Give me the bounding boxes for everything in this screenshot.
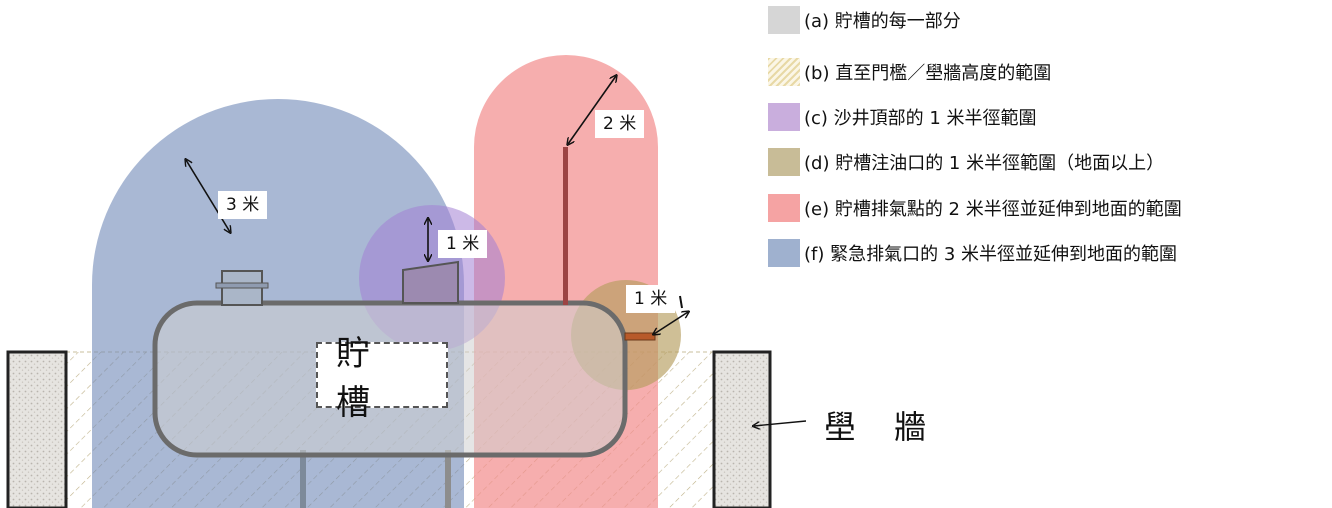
dim-arrow-2m (568, 76, 616, 144)
legend-item-f: (f) 緊急排氣口的 3 米半徑並延伸到地面的範圍 (768, 238, 1177, 268)
legend-swatch-b (768, 58, 800, 86)
tank-label: 貯 槽 (316, 334, 448, 423)
dim-arrow-3m (186, 160, 230, 232)
wall-label: 壆 牆 (806, 395, 958, 455)
dim-arrow-1m-fill (654, 312, 688, 334)
legend-item-c: (c) 沙井頂部的 1 米半徑範圍 (768, 102, 1037, 132)
dim-label-3m: 3 米 (218, 191, 268, 219)
legend-item-b: (b) 直至門檻／壆牆高度的範圍 (768, 57, 1051, 87)
tank-leg-right (445, 450, 451, 508)
legend-swatch-f (768, 239, 800, 267)
legend-item-d: (d) 貯槽注油口的 1 米半徑範圍（地面以上） (768, 147, 1164, 177)
legend-text-e: (e) 貯槽排氣點的 2 米半徑並延伸到地面的範圍 (804, 199, 1182, 220)
tank-leg-left (300, 450, 306, 508)
legend-item-a: (a) 貯槽的每一部分 (768, 5, 961, 35)
legend-swatch-a (768, 6, 800, 34)
legend-swatch-d (768, 148, 800, 176)
dim-label-1m-fill: 1 米 (626, 285, 676, 313)
wall-pointer-arrow (754, 420, 807, 426)
legend-swatch-c (768, 103, 800, 131)
bund-wall-left (6, 350, 68, 508)
legend-item-e: (e) 貯槽排氣點的 2 米半徑並延伸到地面的範圍 (768, 193, 1182, 223)
emergency-vent-flange (215, 282, 269, 289)
sand-trap-box (402, 260, 459, 304)
legend-text-d: (d) 貯槽注油口的 1 米半徑範圍（地面以上） (804, 153, 1165, 174)
legend-text-a: (a) 貯槽的每一部分 (804, 11, 961, 32)
dim-label-1m-sand: 1 米 (438, 230, 488, 258)
legend-text-c: (c) 沙井頂部的 1 米半徑範圍 (804, 108, 1037, 129)
fill-point-stub (679, 295, 683, 309)
legend: (a) 貯槽的每一部分 (b) 直至門檻／壆牆高度的範圍 (c) 沙井頂部的 1… (768, 0, 1316, 298)
dim-label-2m: 2 米 (595, 110, 645, 138)
legend-swatch-e (768, 194, 800, 222)
fill-point-nozzle (624, 332, 656, 341)
vent-pipe (563, 147, 568, 305)
legend-text-b: (b) 直至門檻／壆牆高度的範圍 (804, 63, 1052, 84)
bund-wall-right (712, 350, 772, 508)
legend-text-f: (f) 緊急排氣口的 3 米半徑並延伸到地面的範圍 (804, 244, 1177, 265)
